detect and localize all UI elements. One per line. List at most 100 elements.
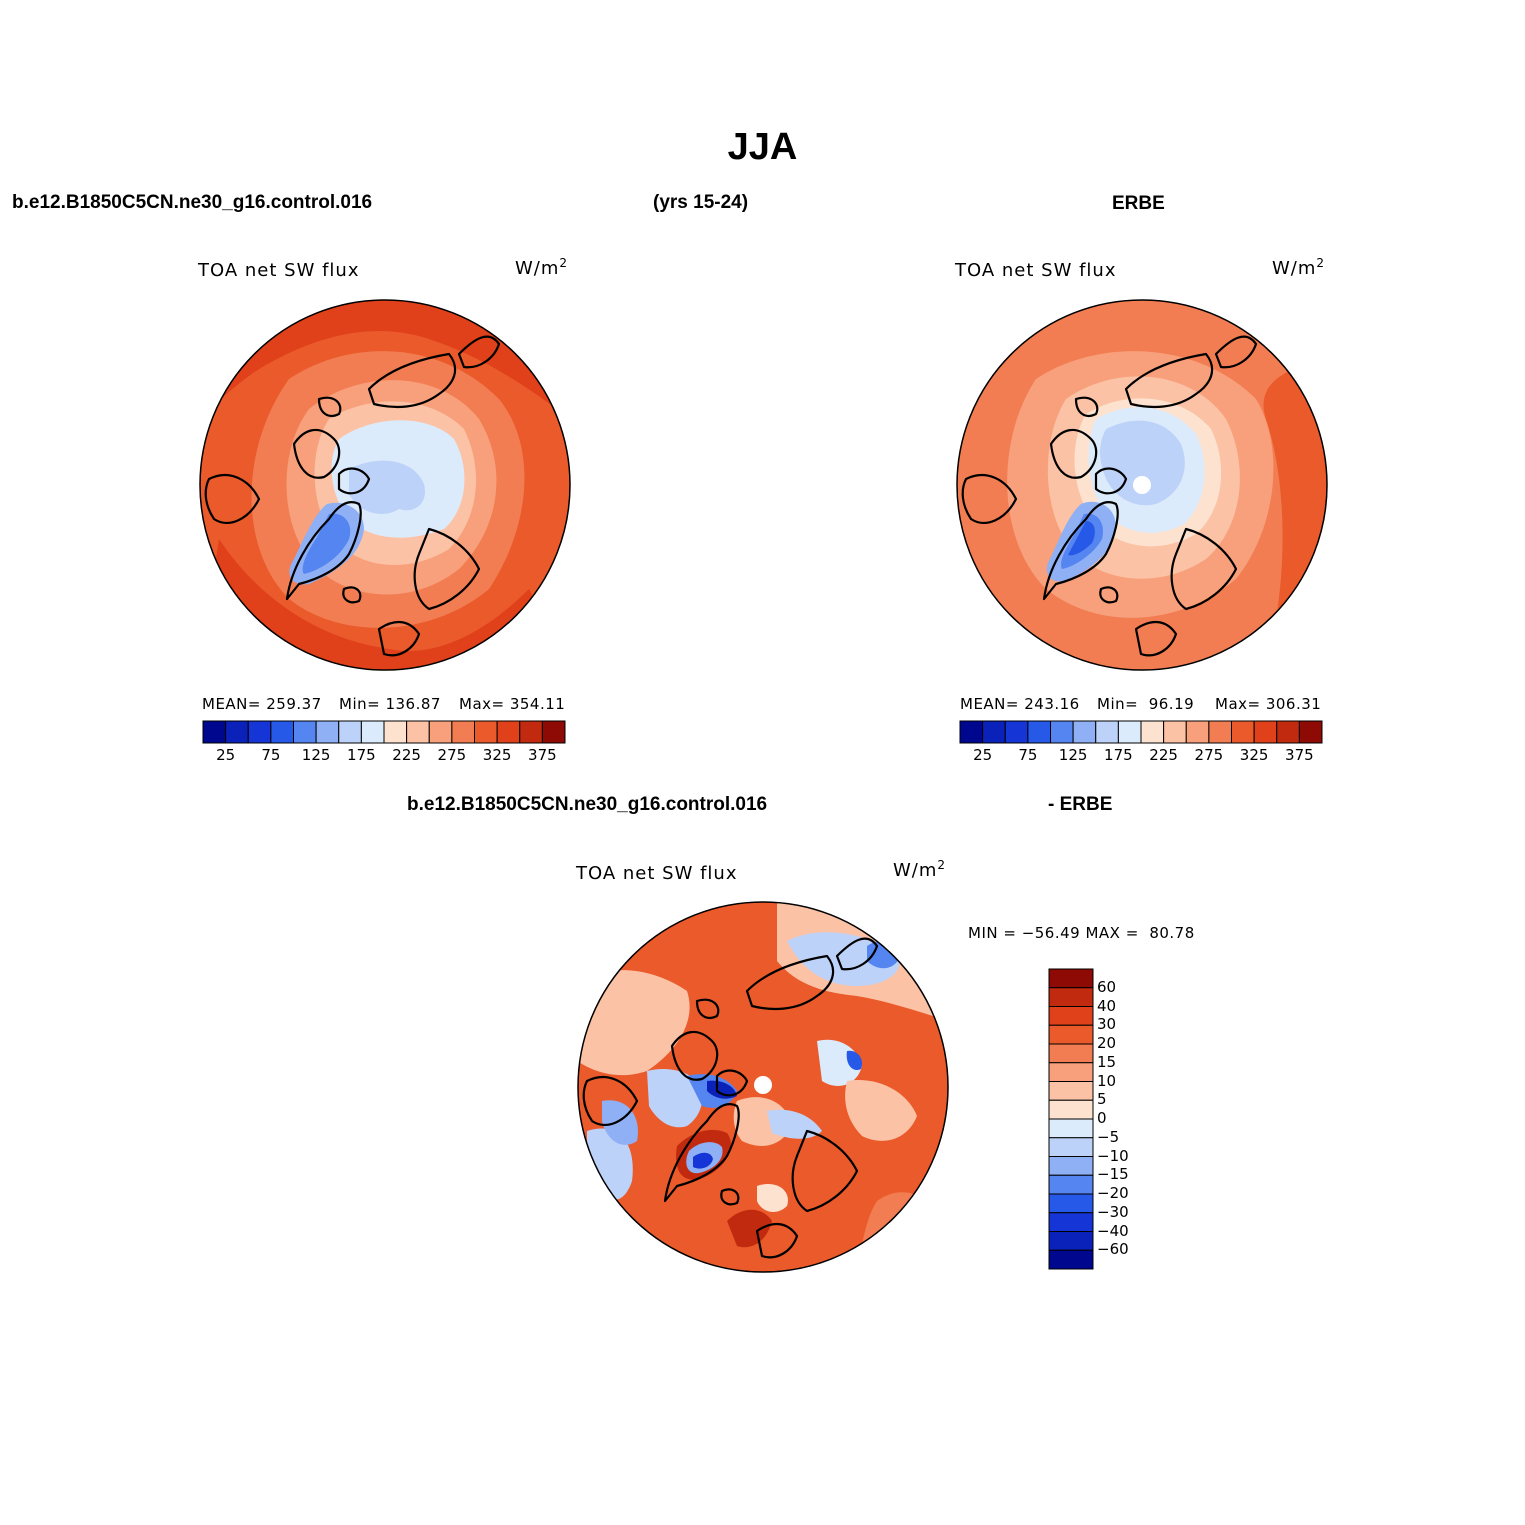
obs-colorbar-box [1117,720,1142,744]
diff-colorbar-box [1048,968,1094,989]
obs-colorbar-box [1095,720,1119,744]
model-colorbar-tick-label: 275 [437,746,467,764]
model-colorbar-box [338,720,362,744]
model-colorbar-tick-label: 225 [392,746,421,764]
obs-colorbar-tick-label: 25 [973,746,993,764]
diff-colorbar-box [1048,1062,1094,1082]
obs-units-base: W/m [1272,258,1317,279]
model-colorbar-box [519,720,543,744]
diff-case-name: b.e12.B1850C5CN.ne30_g16.control.016 [407,794,768,815]
obs-colorbar-box [1072,720,1097,744]
model-colorbar-box [451,720,475,744]
obs-colorbar-tick-label: 75 [1018,746,1038,764]
figure-title: JJA [727,126,798,168]
model-colorbar-box [247,720,272,744]
model-units-base: W/m [515,258,560,279]
diff-colorbar [1048,968,1094,1270]
obs-colorbar [959,720,1323,744]
obs-units-label: W/m2 [1272,256,1325,279]
obs-colorbar-tick-label: 175 [1104,746,1133,764]
obs-colorbar-box [1231,720,1255,744]
diff-colorbar-box [1048,1156,1094,1176]
diff-colorbar-tick-label: 10 [1097,1071,1117,1090]
model-colorbar-box [202,720,227,744]
diff-colorbar-box [1048,1024,1094,1045]
years-label: (yrs 15-24) [653,192,749,213]
obs-colorbar-box [1050,720,1074,744]
obs-colorbar-box [1253,720,1278,744]
obs-colorbar-box [1027,720,1051,744]
model-colorbar-tick-label: 375 [528,746,557,764]
diff-colorbar-tick-label: 30 [1097,1015,1117,1034]
diff-minmax: MIN = −56.49 MAX = 80.78 [968,924,1195,942]
obs-colorbar-box [982,720,1006,744]
model-units-label: W/m2 [515,256,568,279]
model-max: Max= 354.11 [459,695,566,713]
obs-colorbar-tick-label: 275 [1194,746,1224,764]
obs-units-exp: 2 [1316,256,1326,270]
obs-colorbar-tick-label: 225 [1149,746,1178,764]
obs-colorbar-box [1140,720,1165,744]
model-colorbar-box [383,720,408,744]
model-mean: MEAN= 259.37 [202,695,322,713]
diff-colorbar-box [1048,1043,1094,1064]
obs-variable-label: TOA net SW flux [955,260,1117,281]
diff-colorbar-box [1048,1099,1094,1120]
model-colorbar-ticks: 25 75 125 175 225 275 325 375 [203,746,565,766]
diff-colorbar-tick-label: −5 [1097,1127,1120,1146]
diff-colorbar-tick-label: 15 [1097,1052,1117,1071]
model-polar-map [199,299,571,671]
diff-colorbar-tick-label: −60 [1097,1240,1129,1259]
diff-colorbar-box [1048,1118,1094,1139]
obs-max: Max= 306.31 [1215,695,1322,713]
model-units-exp: 2 [559,256,569,270]
obs-colorbar-box [1185,720,1210,744]
model-colorbar-tick-label: 125 [301,746,331,764]
obs-colorbar-box [959,720,984,744]
obs-mean: MEAN= 243.16 [960,695,1080,713]
diff-colorbar-tick-label: −20 [1097,1184,1129,1202]
diff-colorbar-box [1048,987,1094,1007]
diff-colorbar-box [1048,1174,1094,1195]
model-colorbar-box [428,720,453,744]
obs-colorbar-tick-label: 125 [1058,746,1088,764]
diff-units-label: W/m2 [893,858,946,881]
model-colorbar-box [293,720,317,744]
obs-colorbar-box [1208,720,1232,744]
model-colorbar-tick-label: 175 [347,746,376,764]
obs-colorbar-box [1004,720,1029,744]
model-variable-label: TOA net SW flux [198,260,360,281]
diff-colorbar-tick-label: 60 [1097,977,1117,996]
diff-colorbar-tick-label: 5 [1097,1090,1107,1109]
diff-colorbar-box [1048,1081,1094,1101]
obs-name: ERBE [1112,193,1165,214]
model-colorbar-box [496,720,521,744]
model-colorbar-box [541,720,566,744]
obs-colorbar-box [1163,720,1187,744]
diff-colorbar-box [1048,1231,1094,1251]
diff-obs-name: - ERBE [1048,794,1113,815]
diff-variable-label: TOA net SW flux [576,863,738,884]
diff-colorbar-box [1048,1193,1094,1214]
obs-colorbar-box [1298,720,1323,744]
model-colorbar [202,720,566,744]
model-colorbar-box [270,720,294,744]
diff-colorbar-tick-label: −10 [1097,1146,1129,1165]
diff-colorbar-box [1048,1212,1094,1232]
model-min: Min= 136.87 [339,695,441,713]
model-colorbar-box [406,720,430,744]
model-case-name: b.e12.B1850C5CN.ne30_g16.control.016 [12,192,373,213]
model-colorbar-tick-label: 75 [261,746,281,764]
model-colorbar-box [360,720,385,744]
diff-colorbar-tick-label: 0 [1097,1109,1107,1127]
model-colorbar-box [315,720,340,744]
diff-colorbar-box [1048,1006,1094,1026]
model-colorbar-tick-label: 325 [482,746,512,764]
diff-colorbar-tick-label: 40 [1097,996,1117,1015]
model-colorbar-box [225,720,249,744]
diff-colorbar-box [1048,1137,1094,1157]
diff-colorbar-tick-label: −40 [1097,1221,1129,1240]
diff-colorbar-tick-label: 20 [1097,1034,1117,1052]
diff-units-base: W/m [893,860,938,881]
diff-units-exp: 2 [937,858,947,872]
